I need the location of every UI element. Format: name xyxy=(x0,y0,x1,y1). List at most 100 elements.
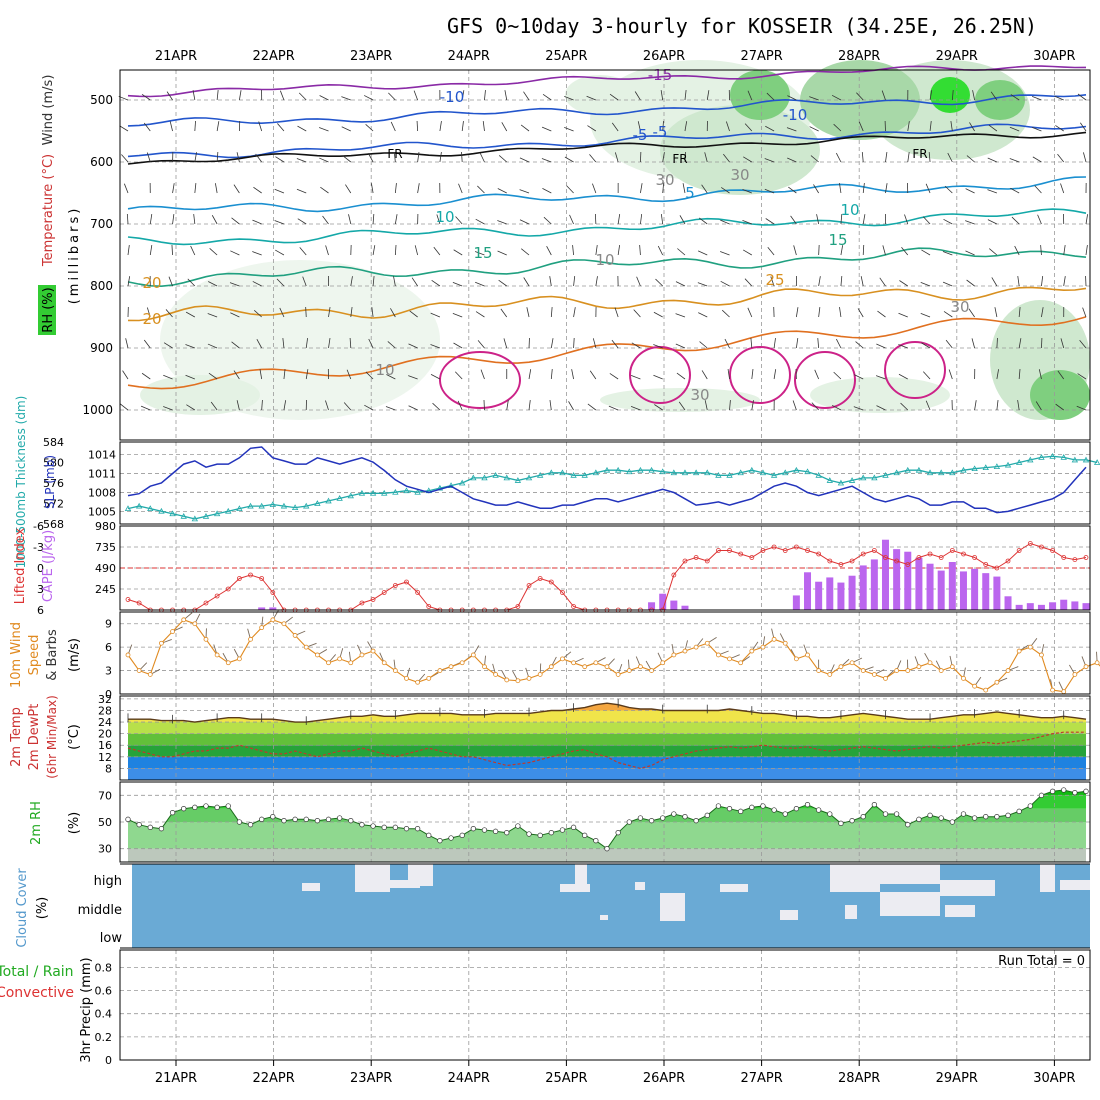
cape-bar xyxy=(915,557,923,610)
wind-barb xyxy=(363,95,374,101)
li-point xyxy=(894,558,900,564)
wind-barb xyxy=(840,276,843,287)
wind-barb xyxy=(882,245,886,256)
wind-speed-point xyxy=(314,652,320,658)
wind-speed-point xyxy=(470,652,476,658)
date-label-bottom: 30APR xyxy=(1033,1071,1075,1086)
wind-barb xyxy=(608,405,619,411)
rh-point xyxy=(370,823,376,829)
cloud-patch xyxy=(355,864,390,892)
pressure-tick-label: 1000 xyxy=(82,403,113,417)
wind-barb xyxy=(948,369,953,380)
wind-barb xyxy=(253,186,262,194)
date-label-top: 28APR xyxy=(838,49,880,64)
wind-speed-point xyxy=(504,677,510,683)
date-label-bottom: 22APR xyxy=(252,1071,294,1086)
wind-barb xyxy=(452,281,463,287)
li-point xyxy=(916,555,922,560)
wind-barb xyxy=(417,183,420,194)
wind-barb xyxy=(592,338,597,349)
wind-barb xyxy=(230,312,240,318)
li-point xyxy=(526,583,532,588)
wind-barb xyxy=(501,122,508,132)
wind-barb xyxy=(679,215,686,225)
wind-barb xyxy=(252,281,262,287)
slp-tick-label: 1008 xyxy=(88,486,116,499)
date-label-top: 22APR xyxy=(252,49,294,64)
li-point xyxy=(359,600,365,606)
wind-barb xyxy=(831,94,842,101)
wind-barb xyxy=(1040,245,1042,256)
rh-point xyxy=(838,820,844,826)
date-label-bottom: 27APR xyxy=(740,1071,782,1086)
wind-barb xyxy=(792,400,797,411)
li-point xyxy=(961,551,966,557)
wind-barb xyxy=(609,93,619,101)
wind-barb xyxy=(216,151,219,163)
cape-label: CAPE (J/kg) xyxy=(41,530,56,602)
wind-barb xyxy=(140,405,151,411)
wind-barb xyxy=(274,188,285,194)
wind-barb xyxy=(297,125,307,132)
thickness-point xyxy=(470,474,477,481)
wind-barb xyxy=(163,406,173,411)
li-point xyxy=(816,551,822,557)
pressure-tick-label: 900 xyxy=(90,341,113,355)
wind-barb xyxy=(566,185,574,194)
wind-barb xyxy=(261,399,263,411)
li-point xyxy=(727,548,732,553)
wind-barb xyxy=(519,189,530,194)
rh-point xyxy=(1038,792,1045,798)
wind-barb xyxy=(430,344,441,349)
wind-barb xyxy=(929,121,932,132)
wind-barb xyxy=(907,152,910,163)
rh-point xyxy=(281,818,287,824)
rh-shading xyxy=(810,377,950,413)
slp-thickness-panel: 1005 1008 1011 1014 568 572 576 580 584 xyxy=(43,436,1100,531)
rh-point xyxy=(927,812,933,818)
wind-barb xyxy=(454,371,463,380)
wind-barb xyxy=(1041,307,1044,318)
cape-bar xyxy=(1015,604,1023,610)
upper-ylabel: RH (%) Temperature (°C) Wind (m/s) (mill… xyxy=(38,75,82,335)
rh-point xyxy=(1061,787,1067,793)
wind-barb xyxy=(790,215,797,225)
wind-barb xyxy=(630,374,641,380)
temp-band xyxy=(128,710,1086,723)
wind-speed-point xyxy=(860,668,866,673)
wind-barb xyxy=(185,311,196,318)
cape-bar xyxy=(948,562,956,610)
cape-tick-label: 980 xyxy=(95,520,116,533)
wind-barb xyxy=(477,340,485,349)
wind-barb xyxy=(255,153,262,163)
thickness-point xyxy=(938,469,945,476)
wind-bg xyxy=(120,612,1090,694)
wind-barb xyxy=(945,339,953,349)
wind-barb xyxy=(657,245,664,256)
thickness-point xyxy=(982,464,989,471)
upper-air-panel: 500 600 700 800 900 1000 -15 -10 -10 -5 -5 FR FR FR 5 1… xyxy=(82,60,1091,441)
wind-barb xyxy=(862,183,865,194)
wind-barb xyxy=(662,183,665,194)
wind-barb xyxy=(640,183,643,194)
wind-barb xyxy=(920,312,931,318)
wind-barb xyxy=(811,402,819,411)
wind-barb xyxy=(231,217,240,225)
wind-barb xyxy=(988,124,998,132)
wind-barb xyxy=(458,183,463,194)
wind-barb xyxy=(372,213,375,225)
rh-contour xyxy=(884,341,946,399)
wind-barb xyxy=(589,154,597,163)
wind-barb xyxy=(208,281,218,287)
isotherm-line xyxy=(127,176,1087,213)
wind-speed-point xyxy=(949,664,955,670)
wind-barb xyxy=(1083,152,1087,163)
rh2m-ylabel: 2m RH (%) xyxy=(29,801,82,845)
wind-speed-point xyxy=(1005,668,1011,673)
wind-barb xyxy=(484,90,486,101)
wind-speed-point xyxy=(816,668,822,673)
wind-speed-point xyxy=(270,617,276,623)
wind-barb xyxy=(640,214,643,225)
contour-label: 10 xyxy=(840,201,859,219)
wind-tick-label: 3 xyxy=(105,665,112,678)
